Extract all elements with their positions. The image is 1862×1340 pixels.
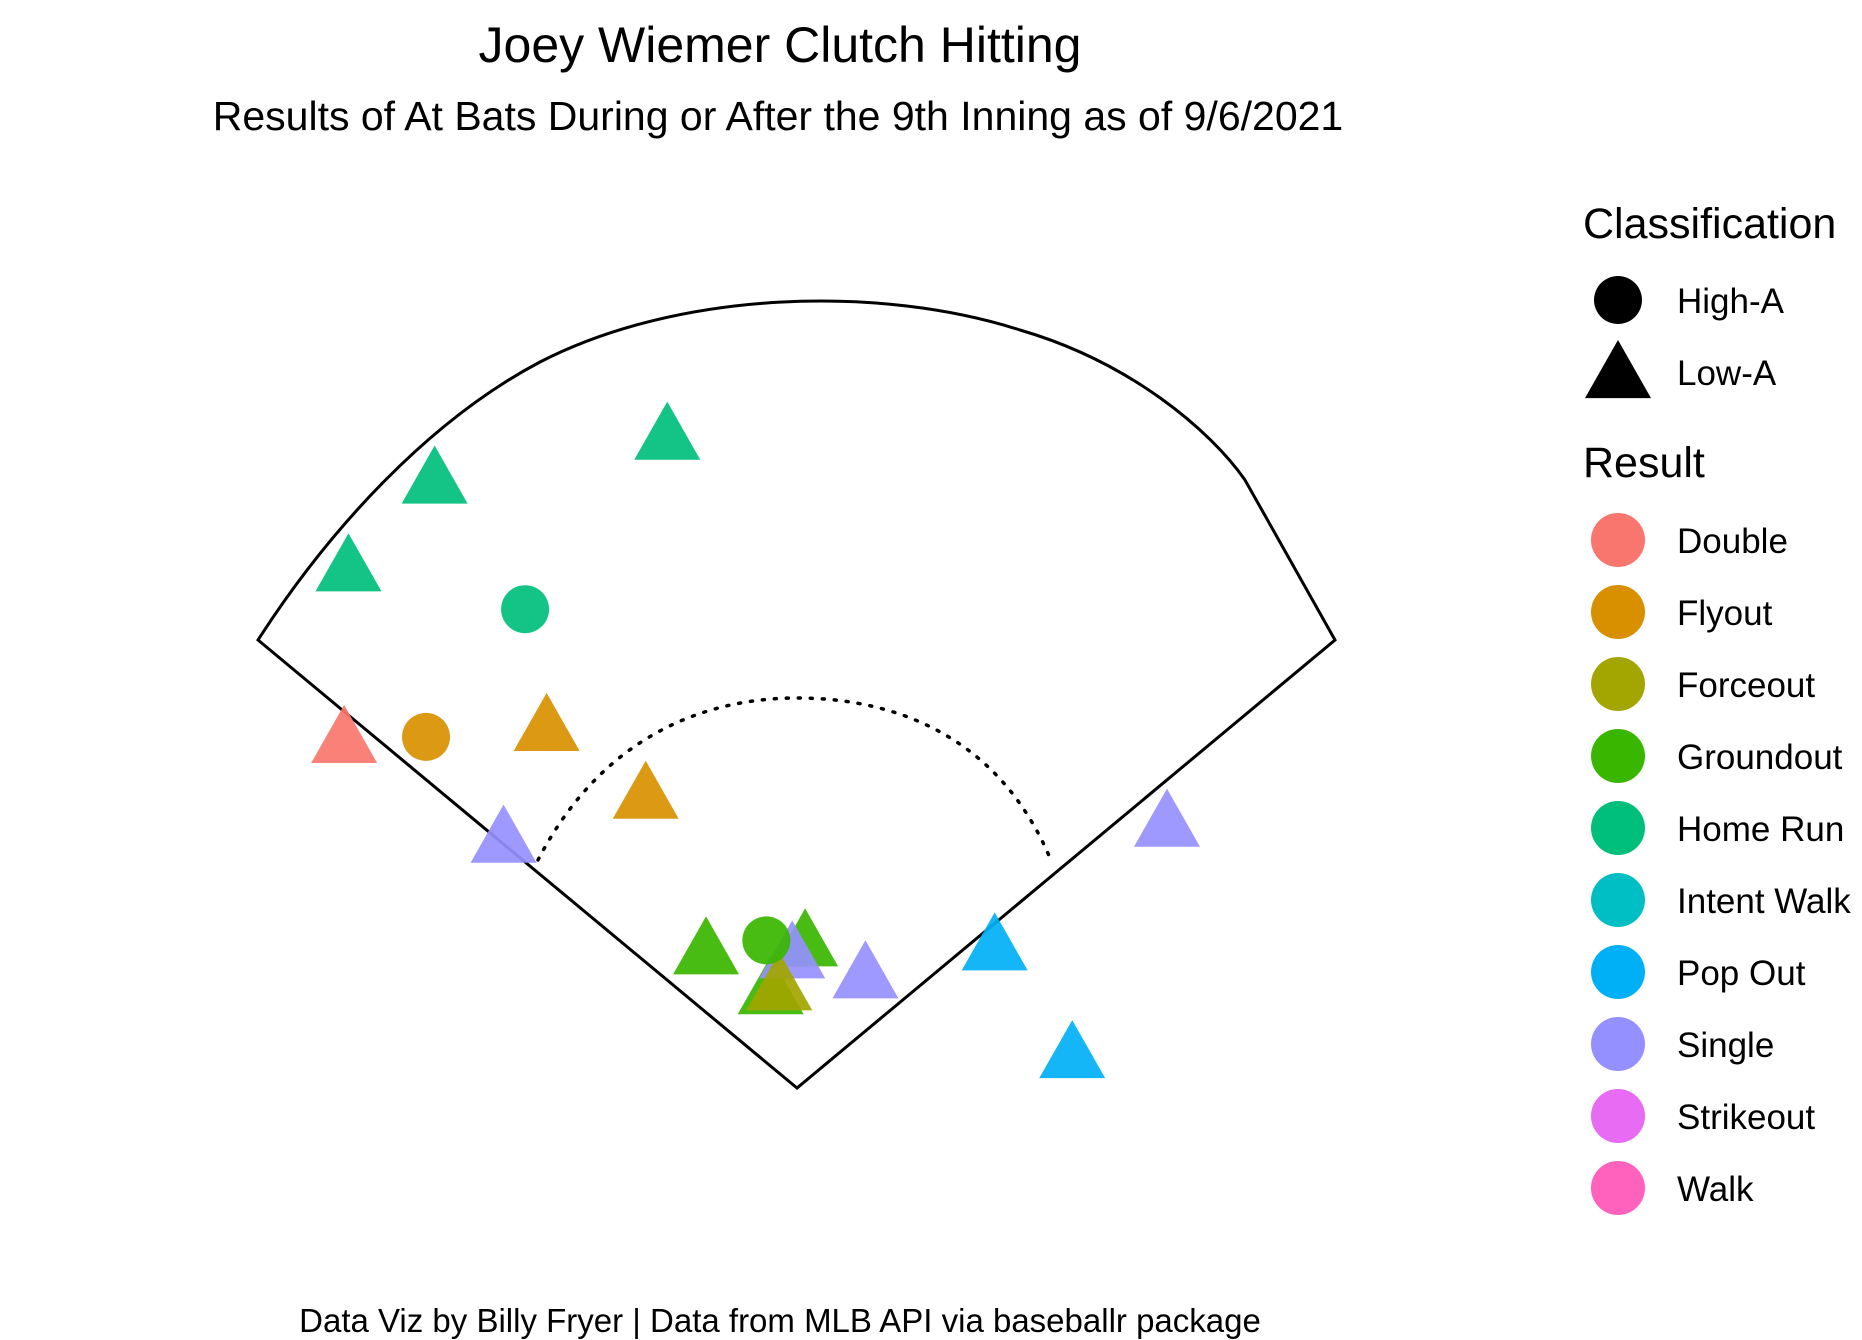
legend-label-single: Single — [1677, 1026, 1774, 1065]
legend-key-forceout — [1591, 657, 1645, 711]
legend-label-home-run: Home Run — [1677, 810, 1844, 849]
legend-label-strikeout: Strikeout — [1677, 1098, 1815, 1137]
infield-arc — [536, 696, 1052, 862]
data-point-10 — [673, 916, 740, 975]
legend-result-entries: Double Flyout Forceout Groundout Home Run Int… — [1591, 513, 1851, 1215]
legend-label-flyout: Flyout — [1677, 594, 1773, 633]
legend-key-low-a — [1585, 339, 1651, 399]
legend-title-result: Result — [1583, 439, 1705, 487]
data-point-1 — [401, 445, 468, 504]
legend-label-pop-out: Pop Out — [1677, 954, 1806, 993]
legend-classification-entries: High-A Low-A — [1585, 276, 1785, 399]
legend-title-classification: Classification — [1583, 200, 1836, 248]
data-point-3 — [315, 533, 382, 592]
data-point-0 — [634, 401, 701, 460]
legend-label-high-a: High-A — [1677, 282, 1785, 321]
data-point-18 — [1039, 1020, 1106, 1079]
legend-key-high-a — [1594, 276, 1642, 324]
data-point-17 — [961, 912, 1028, 971]
data-point-16 — [742, 916, 791, 965]
points-layer — [311, 401, 1200, 1079]
chart-subtitle: Results of At Bats During or After the 9… — [213, 93, 1343, 139]
data-point-15 — [746, 952, 813, 1011]
legend-key-home-run — [1591, 801, 1645, 855]
data-point-4 — [311, 704, 378, 763]
data-point-14 — [832, 940, 899, 999]
legend-key-groundout — [1591, 729, 1645, 783]
field-outline — [256, 299, 1337, 1090]
legend-label-intent-walk: Intent Walk — [1677, 882, 1851, 921]
legend-label-walk: Walk — [1677, 1170, 1754, 1209]
legend-key-single — [1591, 1017, 1645, 1071]
data-point-6 — [513, 692, 580, 751]
legend-key-walk — [1591, 1161, 1645, 1215]
legend-label-groundout: Groundout — [1677, 738, 1843, 777]
legend-label-low-a: Low-A — [1677, 354, 1777, 393]
data-point-9 — [1133, 788, 1200, 847]
legend-label-forceout: Forceout — [1677, 666, 1815, 705]
data-point-7 — [612, 760, 679, 819]
data-point-2 — [501, 585, 550, 634]
legend-key-pop-out — [1591, 945, 1645, 999]
data-point-8 — [470, 804, 537, 863]
legend-key-strikeout — [1591, 1089, 1645, 1143]
legend: Classification High-A Low-A Result Double… — [1583, 200, 1851, 1215]
baseball-field — [256, 299, 1337, 1090]
legend-label-double: Double — [1677, 522, 1788, 561]
legend-key-flyout — [1591, 585, 1645, 639]
chart-caption: Data Viz by Billy Fryer | Data from MLB … — [299, 1302, 1261, 1339]
legend-key-double — [1591, 513, 1645, 567]
legend-key-intent-walk — [1591, 873, 1645, 927]
chart-title: Joey Wiemer Clutch Hitting — [479, 17, 1082, 73]
data-point-5 — [402, 712, 451, 761]
